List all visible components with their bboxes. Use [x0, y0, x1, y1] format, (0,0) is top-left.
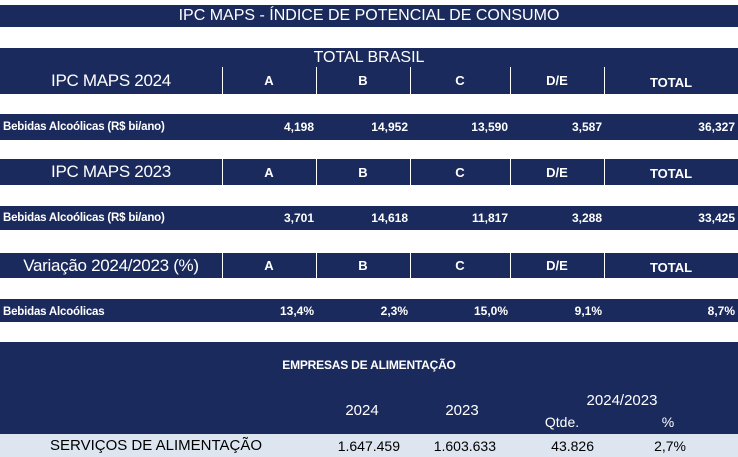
row-label: Bebidas Alcoólicas (R$ bi/ano) [3, 121, 165, 133]
value-a: 4,198 [283, 120, 314, 134]
value-de: 3,587 [571, 120, 602, 134]
value-b: 2,3% [380, 303, 408, 318]
value-b: 14,618 [371, 211, 408, 225]
col-2024: 2024 [345, 401, 379, 419]
value-total: 36,327 [698, 120, 735, 134]
value-pct: 2,7% [654, 437, 686, 454]
companies-block: EMPRESAS DE ALIMENTAÇÃO 2024 2023 2024/2… [0, 342, 738, 434]
value-de: 9,1% [574, 303, 602, 318]
col-c: C [455, 164, 465, 180]
subtitle-bar: TOTAL BRASIL [0, 48, 738, 67]
section-title: IPC MAPS 2024 [51, 70, 171, 90]
col-b: B [358, 258, 368, 273]
col-variation: 2024/2023 [586, 391, 658, 409]
table-row: Bebidas Alcoólicas 13,4% 2,3% 15,0% 9,1%… [0, 299, 738, 322]
table-row: Bebidas Alcoólicas (R$ bi/ano) 4,198 14,… [0, 114, 738, 140]
row-label: Bebidas Alcoólicas (R$ bi/ano) [3, 212, 165, 224]
col-de: D/E [546, 164, 568, 180]
page-title-bar: IPC MAPS - ÍNDICE DE POTENCIAL DE CONSUM… [0, 5, 738, 27]
companies-title: EMPRESAS DE ALIMENTAÇÃO [282, 358, 456, 372]
value-total: 8,7% [707, 303, 735, 318]
col-b: B [358, 73, 368, 88]
value-c: 15,0% [473, 303, 508, 318]
col-de: D/E [546, 258, 568, 273]
row-label: Bebidas Alcoólicas [3, 305, 105, 318]
value-a: 13,4% [279, 303, 314, 318]
col-de: D/E [546, 73, 568, 88]
section-title: Variação 2024/2023 (%) [23, 255, 199, 275]
col-total: TOTAL [649, 166, 693, 181]
col-2023: 2023 [445, 401, 479, 419]
col-a: A [264, 73, 274, 88]
value-a: 3,701 [283, 211, 314, 225]
col-pct: % [661, 414, 675, 430]
value-c: 13,590 [471, 120, 508, 134]
col-c: C [455, 258, 465, 273]
table-row: SERVIÇOS DE ALIMENTAÇÃO 1.647.459 1.603.… [0, 434, 738, 457]
col-a: A [264, 164, 274, 180]
subtitle: TOTAL BRASIL [313, 48, 425, 66]
col-qty: Qtde. [544, 414, 580, 430]
value-qty: 43.826 [551, 437, 594, 454]
section-header-2023: IPC MAPS 2023 A B C D/E TOTAL [0, 159, 738, 185]
value-b: 14,952 [371, 120, 408, 134]
companies-row-label: SERVIÇOS DE ALIMENTAÇÃO [50, 437, 262, 454]
page-title: IPC MAPS - ÍNDICE DE POTENCIAL DE CONSUM… [178, 7, 560, 24]
col-c: C [455, 73, 465, 88]
col-total: TOTAL [649, 74, 693, 90]
value-c: 11,817 [471, 211, 508, 225]
col-b: B [358, 164, 368, 180]
section-title: IPC MAPS 2023 [51, 162, 171, 181]
table-row: Bebidas Alcoólicas (R$ bi/ano) 3,701 14,… [0, 206, 738, 230]
value-2024: 1.647.459 [337, 437, 400, 454]
value-de: 3,288 [571, 211, 602, 225]
value-total: 33,425 [698, 211, 735, 225]
value-2023: 1.603.633 [433, 437, 496, 454]
col-a: A [264, 258, 274, 273]
section-header-2024: IPC MAPS 2024 A B C D/E TOTAL [0, 67, 738, 94]
section-header-variation: Variação 2024/2023 (%) A B C D/E TOTAL [0, 253, 738, 278]
col-total: TOTAL [649, 259, 693, 275]
